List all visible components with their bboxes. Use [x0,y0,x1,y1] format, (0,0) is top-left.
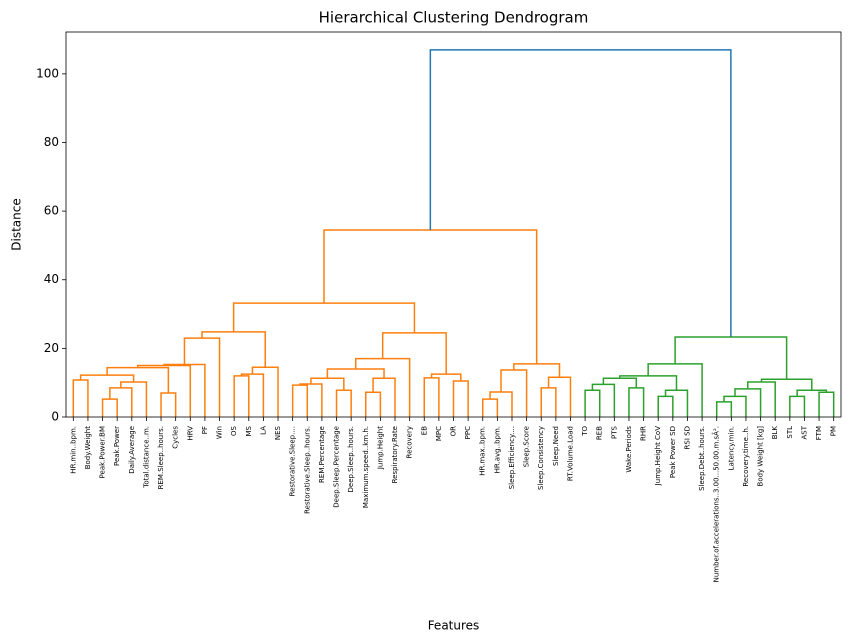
dendrogram-link [619,375,678,391]
dendrogram-link [430,373,462,381]
dendrogram-link [240,373,265,417]
leaf-label: PTS [610,425,618,438]
leaf-label: PPC [464,426,472,439]
leaf-label: Peak.Power [113,426,121,466]
leaf-label: Peak Power SD [669,426,677,478]
dendrogram-link [789,395,806,417]
leaf-label: Latency.min. [727,426,735,470]
y-tick-label: 40 [44,272,59,286]
leaf-label: FTM [815,426,823,440]
leaf-label: HR.avg..bpm. [493,426,501,473]
dendrogram-link [299,383,323,417]
leaf-label: Sleep.Consistency [537,426,545,490]
y-tick-label: 60 [44,204,59,218]
leaf-label: Total.distance..m. [142,426,150,489]
leaf-label: Restorative.Sleep..hours. [303,426,311,514]
leaf-label: REM.Sleep..hours. [157,426,165,489]
leaf-label: OR [450,426,458,437]
dendrogram-link [760,378,813,391]
leaf-label: REM.Percentage [318,426,326,483]
leaf-label: Cycles [172,426,180,449]
leaf-label: REB [596,426,604,440]
dendrogram-link [101,398,118,417]
dendrogram-link [201,331,266,368]
leaf-label: Respiratory.Rate [391,426,399,483]
leaf-label: RSI SD [683,426,691,449]
dendrogram-link [734,388,762,417]
leaf-label: Sleep.Score [523,426,531,467]
leaf-label: RT.Volume.Load [566,426,574,481]
leaf-label: Body Weight [kg] [757,426,765,487]
plot-frame [65,31,842,418]
leaf-label: EB [420,426,428,435]
leaf-label: HR.min..bpm. [69,426,77,474]
dendrogram-link [326,368,385,379]
leaf-label: Restorative.Sleep.... [289,426,297,496]
leaf-label: Recovery.time..h. [742,426,750,487]
leaf-label: Jump.Height CoV [654,426,662,487]
leaf-label: Body.Weight [84,426,92,470]
dendrogram-link [657,395,674,417]
leaf-label: PM [830,426,838,436]
dendrogram-link [452,380,469,417]
leaf-label: PF [201,426,209,434]
chart-title: Hierarchical Clustering Dendrogram [319,9,589,27]
y-tick-label: 0 [51,410,59,424]
x-axis-label: Features [428,619,480,633]
leaf-label: Peak.Power.BM [99,426,107,478]
dendrogram-link [513,363,561,378]
leaf-label: Recovery [406,426,414,458]
y-tick-label: 80 [44,135,59,149]
y-tick-label: 20 [44,341,59,355]
leaf-label: Daily.Average [128,426,136,474]
leaf-label: Jump.Height [376,426,384,470]
leaf-label: MS [245,425,253,436]
leaf-label: OS [230,425,238,436]
leaf-label: MPC [435,426,443,441]
dendrogram-link [647,363,703,417]
leaf-label: NES [274,425,282,440]
leaf-label: Sleep.Efficiency.... [508,426,516,489]
dendrogram-link [723,395,747,417]
leaf-label: BLK [771,426,779,440]
leaf-label: Maximum.speed..km.h. [362,426,370,508]
leaf-label: Number.of.accelerations..3.00...50.00.m.… [712,426,721,582]
leaf-label: Sleep.Debt..hours. [698,426,706,491]
y-axis-label: Distance [10,198,24,250]
leaf-label: AST [800,425,808,439]
leaf-label: Win [216,426,224,439]
dendrogram-link [354,357,411,417]
leaf-label: RHR [640,426,648,441]
leaf-label: TO [581,426,589,437]
leaf-label: Deep.Sleep.Percentage [333,426,341,508]
leaf-label: Wake.Periods [625,426,633,473]
dendrogram-link [429,49,732,338]
dendrogram-link [233,375,250,417]
leaf-label: HRV [186,426,194,441]
dendrogram-link [715,401,733,417]
dendrogram-link [481,398,499,417]
y-tick-label: 100 [36,66,59,80]
leaf-label: Sleep.Need [552,426,560,466]
leaf-label: HR.max..bpm. [479,426,487,476]
dendrogram-link [591,383,616,417]
leaf-label: Deep.Sleep..hours. [347,426,355,492]
leaf-label: STL [786,426,794,439]
leaf-label: LA [259,426,267,435]
